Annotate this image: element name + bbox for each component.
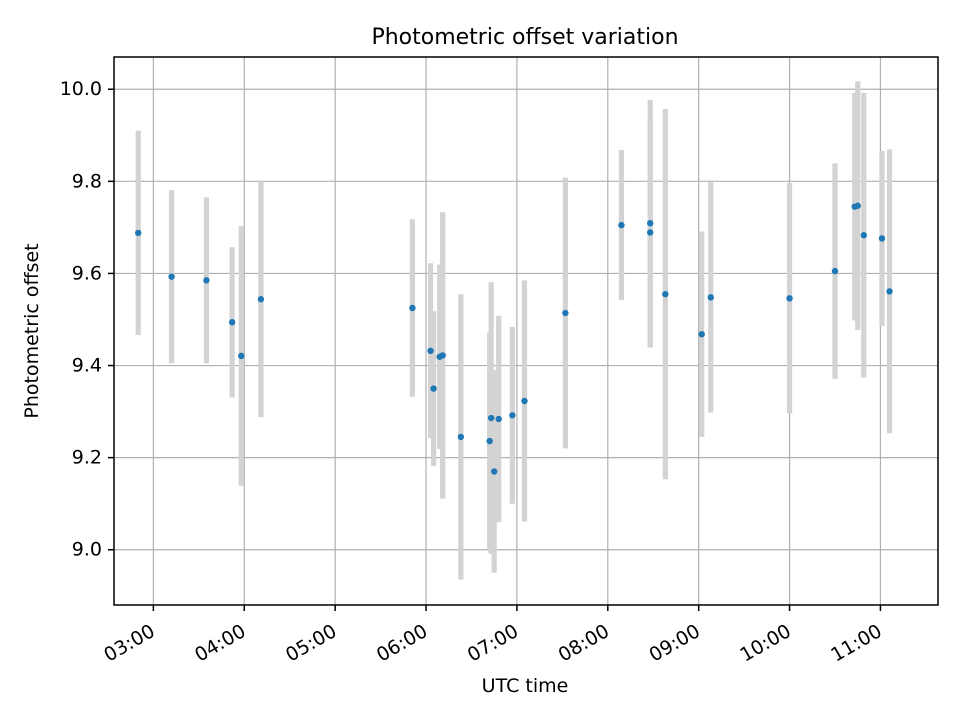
- data-point: [238, 352, 245, 360]
- error-bars: [135, 81, 893, 580]
- x-axis-label: UTC time: [482, 675, 569, 697]
- data-point: [878, 235, 886, 242]
- y-tick-label: 9.4: [72, 355, 102, 377]
- y-tick-label: 9.2: [72, 447, 102, 469]
- y-tick-label: 10.0: [60, 78, 102, 100]
- data-point: [886, 288, 893, 295]
- data-point: [707, 294, 714, 301]
- x-tick-label: 04:00: [191, 620, 249, 666]
- x-tick-label: 05:00: [282, 620, 340, 666]
- data-point: [854, 202, 861, 209]
- data-point: [409, 304, 416, 312]
- data-point: [257, 296, 265, 303]
- plot-frame: [113, 56, 939, 606]
- data-point: [509, 412, 516, 419]
- y-tick-label: 9.0: [72, 539, 102, 561]
- data-point: [457, 433, 465, 441]
- data-point: [698, 331, 705, 338]
- y-axis-ticks: 9.0 9.2 9.4 9.6 9.8 10.0: [60, 78, 114, 561]
- data-point: [203, 277, 210, 284]
- y-tick-label: 9.8: [72, 170, 102, 192]
- data-point: [486, 437, 493, 445]
- x-tick-label: 09:00: [646, 620, 704, 666]
- data-point: [135, 229, 142, 237]
- data-point: [487, 414, 495, 422]
- x-tick-label: 08:00: [555, 620, 613, 666]
- data-point: [647, 220, 654, 227]
- data-point: [495, 415, 502, 423]
- data-point: [427, 347, 434, 355]
- x-tick-label: 10:00: [736, 620, 794, 666]
- data-point: [228, 319, 236, 326]
- data-point: [618, 221, 625, 229]
- data-point: [562, 309, 569, 317]
- data-point: [786, 295, 793, 302]
- data-point: [168, 273, 175, 280]
- x-tick-label: 11:00: [827, 620, 885, 666]
- x-axis-ticks: 03:00 04:00 05:00 06:00 07:00 08:00 09:00 10:00…: [100, 605, 886, 666]
- x-tick-label: 03:00: [100, 620, 158, 666]
- y-tick-label: 9.6: [72, 262, 102, 284]
- data-point: [647, 229, 654, 236]
- y-axis-label: Photometric offset: [21, 243, 43, 418]
- data-point: [831, 267, 839, 275]
- data-point: [430, 385, 437, 392]
- x-tick-label: 06:00: [373, 620, 431, 666]
- data-point: [521, 397, 528, 405]
- data-point: [490, 468, 498, 475]
- x-tick-label: 07:00: [464, 620, 522, 666]
- grid-lines: [114, 57, 938, 605]
- data-point: [662, 290, 669, 298]
- data-point: [439, 352, 446, 359]
- data-point: [860, 232, 867, 239]
- chart-title: Photometric offset variation: [371, 25, 678, 50]
- data-points: [135, 202, 893, 475]
